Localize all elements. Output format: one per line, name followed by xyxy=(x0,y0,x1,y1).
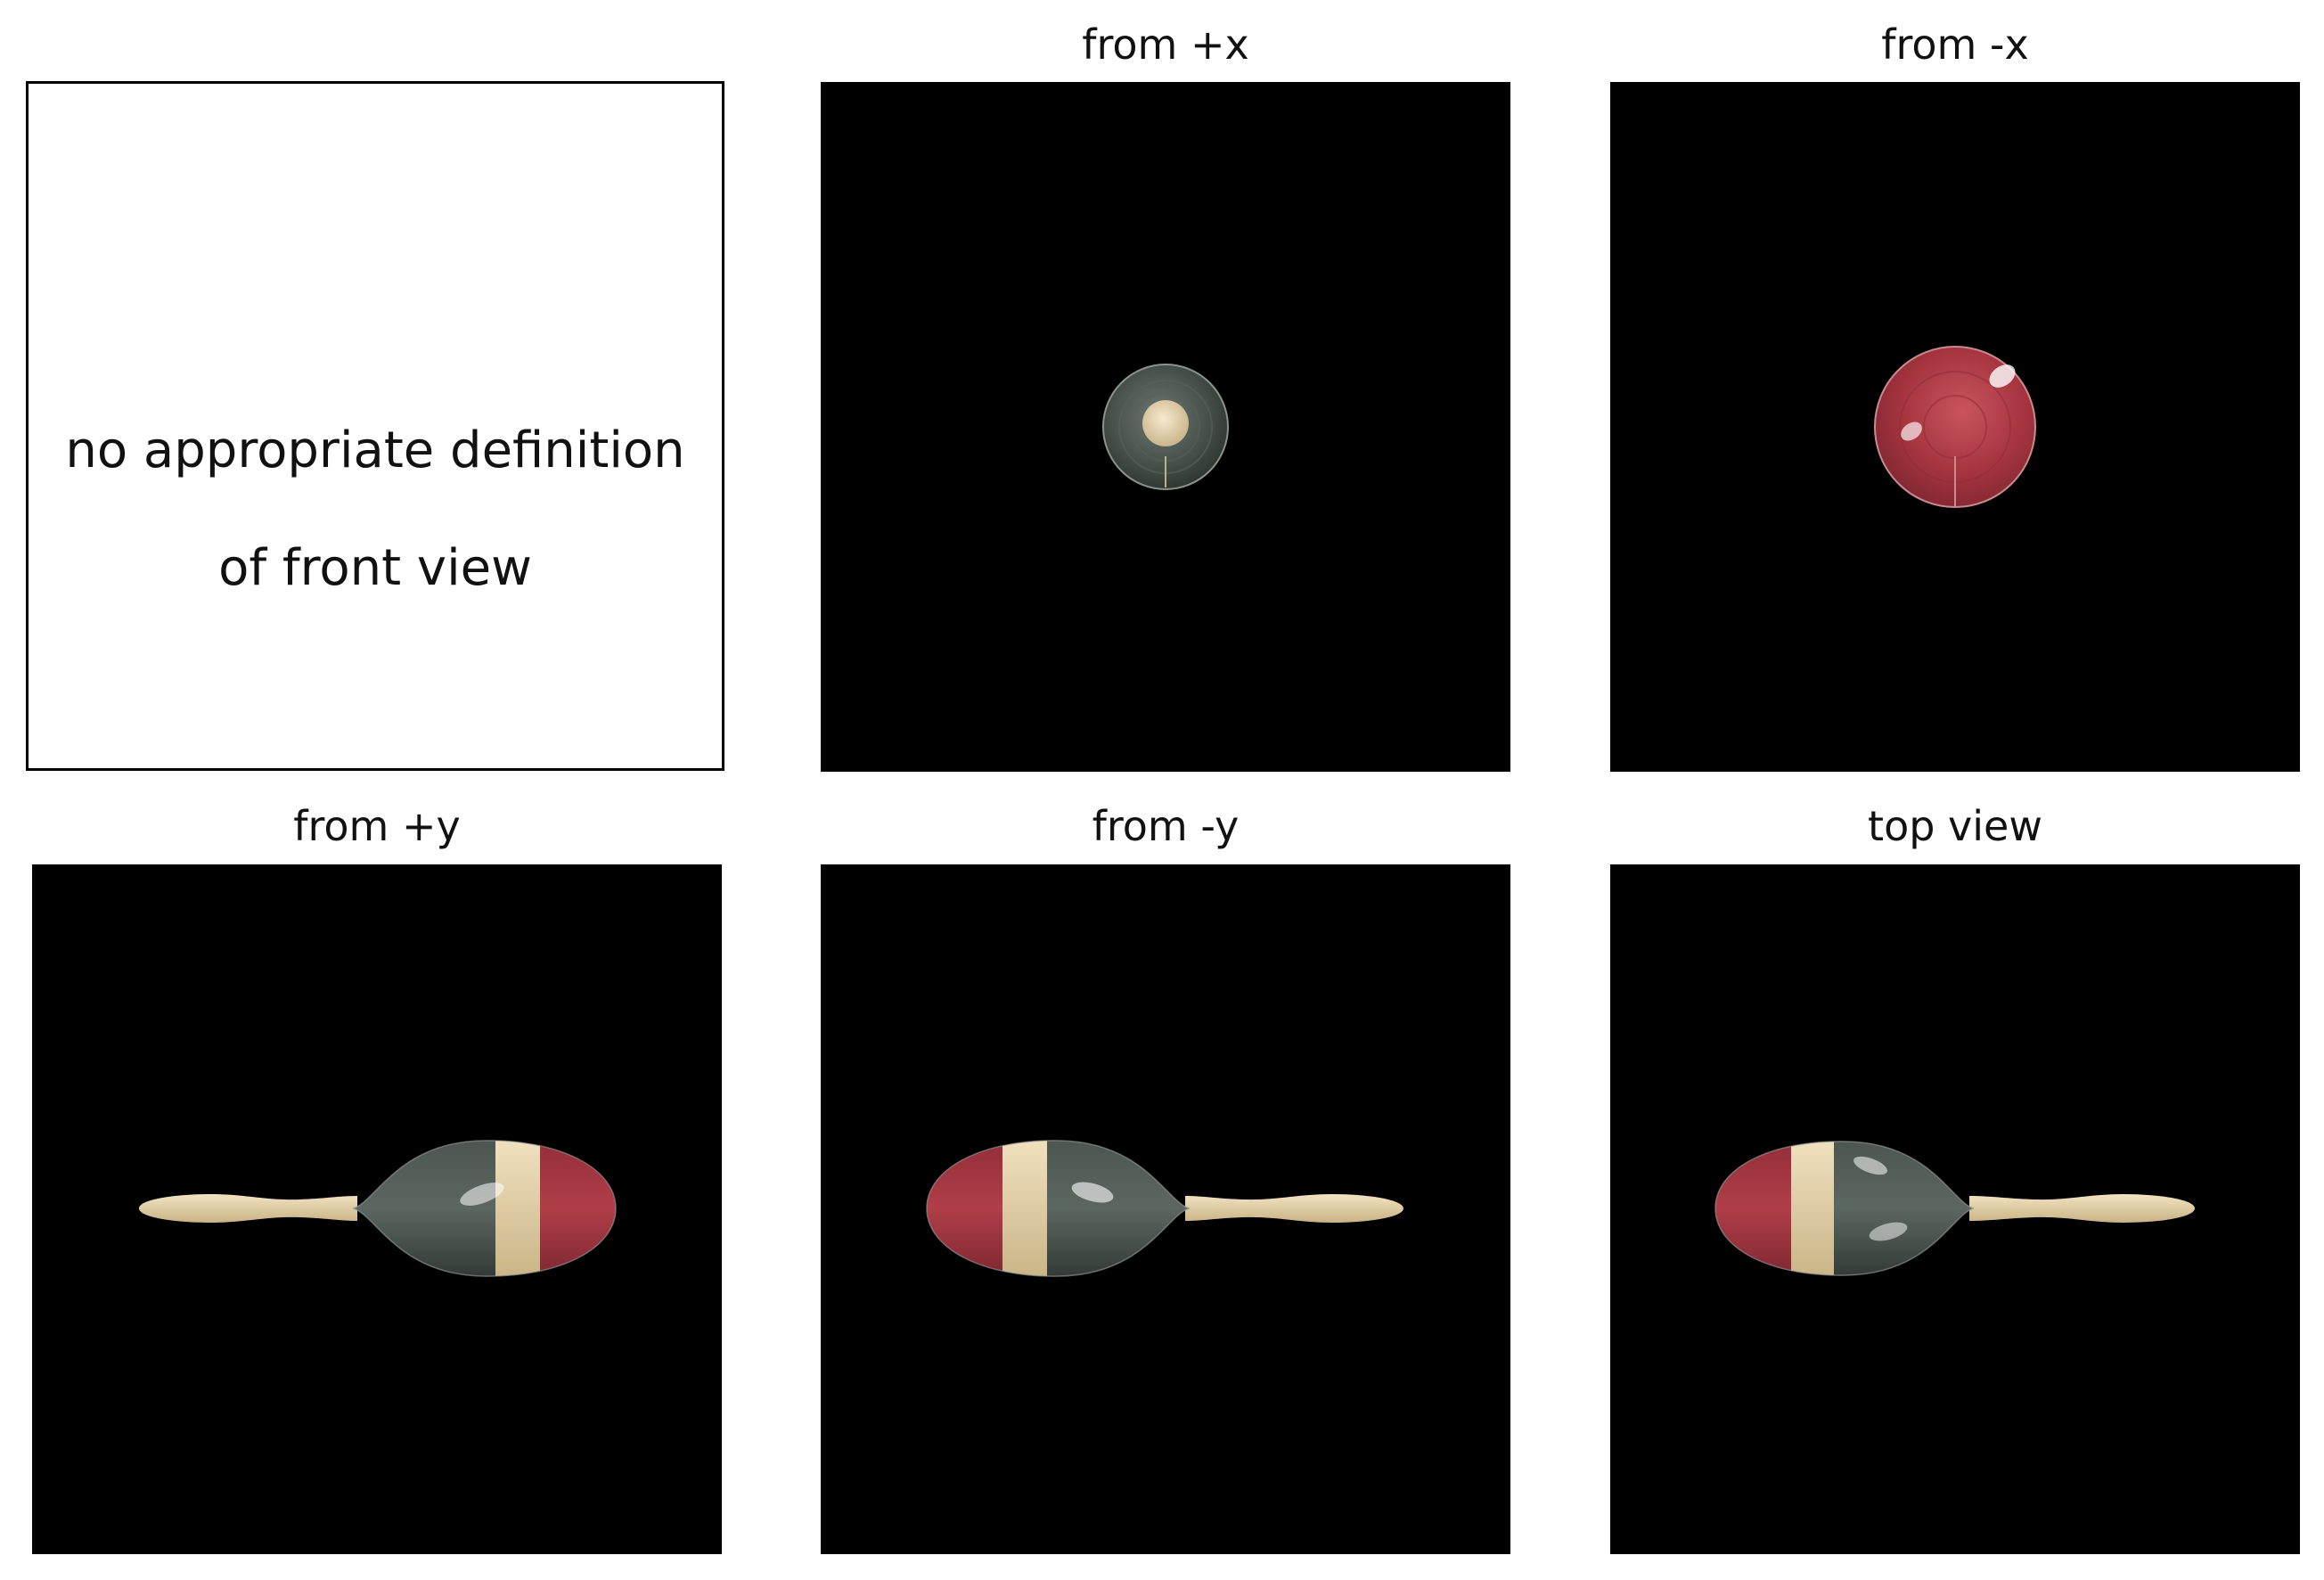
panel-top-view xyxy=(1610,864,2300,1554)
maraca-side-view-plus-y xyxy=(139,1140,617,1277)
maraca-side-view-minus-y xyxy=(926,1140,1403,1277)
handle-shape xyxy=(1185,1194,1403,1223)
panel-from-plus-y xyxy=(32,864,722,1554)
front-view-message-line2: of front view xyxy=(218,539,532,597)
title-top-view: top view xyxy=(1868,802,2042,850)
title-from-plus-x: from +x xyxy=(1082,20,1249,69)
maraca-top-view xyxy=(1714,1141,2195,1276)
handle-tip-disc xyxy=(1142,400,1189,446)
title-from-plus-y: from +y xyxy=(293,802,461,850)
front-view-message-line1: no appropriate definition xyxy=(65,422,685,479)
bulb-shape xyxy=(926,1140,1191,1277)
title-from-minus-y: from -y xyxy=(1092,802,1240,850)
title-from-minus-x: from -x xyxy=(1881,20,2029,69)
bulb-shape xyxy=(352,1140,617,1277)
handle-shape xyxy=(139,1194,357,1223)
panel-from-minus-x xyxy=(1610,82,2300,772)
panel-from-plus-x xyxy=(821,82,1510,772)
front-view-message: no appropriate definition of front view xyxy=(29,363,722,598)
maraca-end-view-cap xyxy=(1874,346,2036,508)
panel-from-minus-y xyxy=(821,864,1510,1554)
bulb-shape xyxy=(1714,1141,1975,1276)
maraca-end-view-handle xyxy=(1102,364,1229,490)
front-view-placeholder: no appropriate definition of front view xyxy=(26,81,724,771)
handle-shape xyxy=(1969,1194,2195,1223)
